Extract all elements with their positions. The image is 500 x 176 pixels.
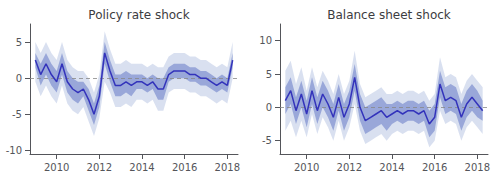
svg-text:5: 5: [16, 37, 22, 48]
svg-text:2016: 2016: [172, 162, 197, 173]
svg-text:Balance sheet shock: Balance sheet shock: [327, 8, 451, 22]
svg-text:10: 10: [259, 35, 272, 46]
svg-text:2018: 2018: [465, 162, 490, 173]
svg-text:-5: -5: [12, 109, 22, 120]
svg-text:2010: 2010: [294, 162, 319, 173]
svg-text:2012: 2012: [337, 162, 362, 173]
svg-text:2014: 2014: [379, 162, 404, 173]
svg-text:2014: 2014: [129, 162, 154, 173]
svg-text:Policy rate shock: Policy rate shock: [88, 8, 189, 22]
svg-text:0: 0: [16, 73, 22, 84]
svg-text:2016: 2016: [422, 162, 447, 173]
svg-text:2010: 2010: [44, 162, 69, 173]
svg-text:5: 5: [266, 69, 272, 80]
svg-text:2018: 2018: [215, 162, 240, 173]
svg-text:-5: -5: [262, 135, 272, 146]
svg-text:0: 0: [266, 102, 272, 113]
svg-text:-10: -10: [6, 145, 22, 156]
svg-text:2012: 2012: [87, 162, 112, 173]
